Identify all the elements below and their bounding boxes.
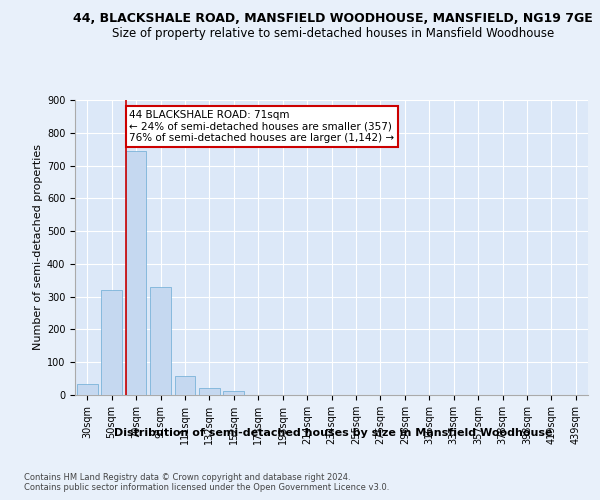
Text: 44, BLACKSHALE ROAD, MANSFIELD WOODHOUSE, MANSFIELD, NG19 7GE: 44, BLACKSHALE ROAD, MANSFIELD WOODHOUSE… xyxy=(73,12,593,26)
Bar xyxy=(77,384,98,395)
Y-axis label: Number of semi-detached properties: Number of semi-detached properties xyxy=(32,144,43,350)
Text: Size of property relative to semi-detached houses in Mansfield Woodhouse: Size of property relative to semi-detach… xyxy=(112,28,554,40)
Bar xyxy=(150,287,171,395)
Text: 44 BLACKSHALE ROAD: 71sqm
← 24% of semi-detached houses are smaller (357)
76% of: 44 BLACKSHALE ROAD: 71sqm ← 24% of semi-… xyxy=(130,110,394,143)
Bar xyxy=(101,290,122,395)
Bar xyxy=(223,391,244,395)
Text: Distribution of semi-detached houses by size in Mansfield Woodhouse: Distribution of semi-detached houses by … xyxy=(114,428,552,438)
Bar xyxy=(175,376,196,395)
Text: Contains HM Land Registry data © Crown copyright and database right 2024.
Contai: Contains HM Land Registry data © Crown c… xyxy=(24,472,389,492)
Bar xyxy=(125,151,146,395)
Bar xyxy=(199,388,220,395)
